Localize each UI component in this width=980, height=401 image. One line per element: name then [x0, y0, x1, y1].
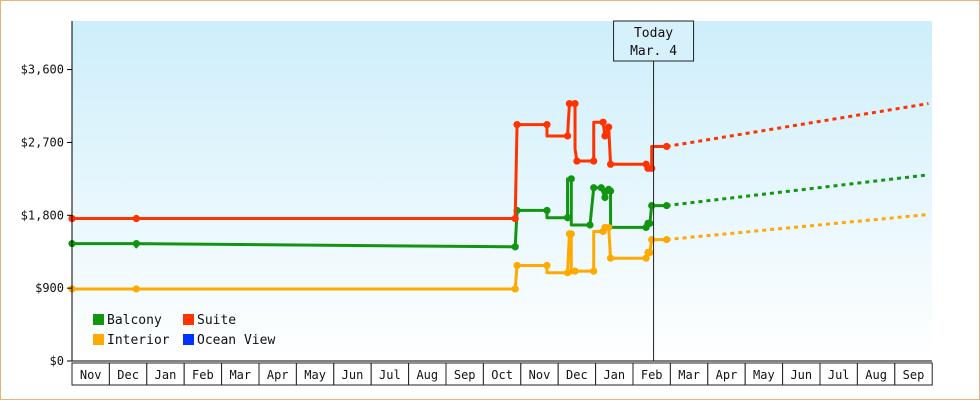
y-tick-label: $3,600	[21, 63, 64, 77]
series-point	[606, 187, 615, 195]
series-point	[513, 121, 521, 129]
series-point	[565, 99, 574, 108]
series-point	[513, 261, 521, 270]
x-tick-label: Sep	[903, 368, 925, 382]
series-point	[573, 157, 581, 165]
x-tick-label: Aug	[865, 368, 887, 382]
series-point	[646, 248, 654, 257]
series-point	[601, 193, 609, 202]
series-point	[132, 285, 140, 293]
series-point	[586, 221, 594, 229]
series-point	[597, 184, 605, 192]
x-tick-label: Feb	[192, 368, 214, 382]
x-tick-label: Apr	[267, 368, 289, 382]
series-point	[543, 206, 551, 215]
x-tick-label: May	[753, 368, 775, 382]
series-point	[648, 201, 656, 210]
series-point	[563, 269, 572, 277]
series-point	[642, 254, 650, 262]
x-tick-label: Feb	[641, 368, 663, 382]
series-point	[590, 157, 598, 165]
x-tick-label: Jul	[379, 368, 401, 382]
series-point	[590, 267, 598, 275]
series-point	[132, 240, 140, 248]
series-point	[605, 223, 613, 232]
x-tick-box	[894, 362, 933, 386]
legend-label: Balcony	[107, 313, 162, 328]
series-point	[606, 254, 615, 262]
x-tick-label: Apr	[716, 368, 738, 382]
series-point	[543, 261, 551, 270]
today-marker: Today Mar. 4	[613, 20, 695, 361]
series-point	[590, 184, 598, 192]
x-tick-label: Aug	[416, 368, 438, 382]
series-point	[571, 99, 579, 108]
legend-swatch	[93, 334, 104, 345]
legend-label: Ocean View	[197, 333, 275, 348]
legend-swatch	[93, 314, 104, 325]
series-projection	[666, 173, 929, 208]
x-tick-label: May	[304, 368, 326, 382]
x-tick-label: Jul	[828, 368, 850, 382]
y-tick-label: $2,700	[21, 135, 64, 149]
x-tick-label: Sep	[454, 368, 476, 382]
x-tick-label: Mar	[229, 368, 251, 382]
series-point	[563, 132, 572, 140]
series-point	[567, 230, 575, 238]
series-point	[605, 123, 613, 131]
series-point	[571, 267, 579, 275]
x-tick-label: Oct	[491, 368, 513, 382]
series-point	[646, 219, 654, 227]
series-point	[606, 160, 615, 168]
series-point	[511, 285, 519, 293]
today-box	[613, 20, 695, 62]
x-tick-label: Jun	[790, 368, 812, 382]
series-point	[511, 243, 519, 251]
series-layer	[68, 99, 929, 293]
legend-label: Interior	[107, 333, 170, 348]
legend-swatch	[183, 334, 194, 345]
today-date: Mar. 4	[630, 44, 677, 59]
x-tick-label: Dec	[566, 368, 588, 382]
series-point	[563, 214, 572, 222]
series-point	[599, 118, 607, 126]
y-tick-label: $0	[50, 354, 64, 368]
x-tick-label: Jan	[155, 368, 177, 382]
series-point	[648, 164, 656, 172]
axes-layer: $0 $900 $1,800 $2,700 $3,600 Nov Dec Jan Feb Mar A…	[21, 21, 933, 386]
x-tick-label: Nov	[529, 368, 551, 382]
x-tick-label: Jan	[603, 368, 625, 382]
today-label: Today	[634, 26, 673, 41]
series-point	[543, 121, 551, 129]
legend: Balcony Suite Interior Ocean View	[93, 313, 275, 348]
series-point	[511, 214, 519, 223]
x-tick-label: Dec	[117, 368, 139, 382]
legend-label: Suite	[197, 313, 236, 328]
x-tick-label: Jun	[342, 368, 364, 382]
series-point	[648, 235, 656, 244]
y-tick-label: $1,800	[21, 208, 64, 222]
series-point	[567, 175, 575, 183]
legend-swatch	[183, 314, 194, 325]
series-point	[601, 132, 609, 140]
series-point	[132, 214, 140, 223]
y-tick-label: $900	[35, 281, 64, 295]
x-tick-label: Nov	[80, 368, 102, 382]
series-projection	[666, 212, 929, 242]
x-tick-label: Mar	[678, 368, 700, 382]
